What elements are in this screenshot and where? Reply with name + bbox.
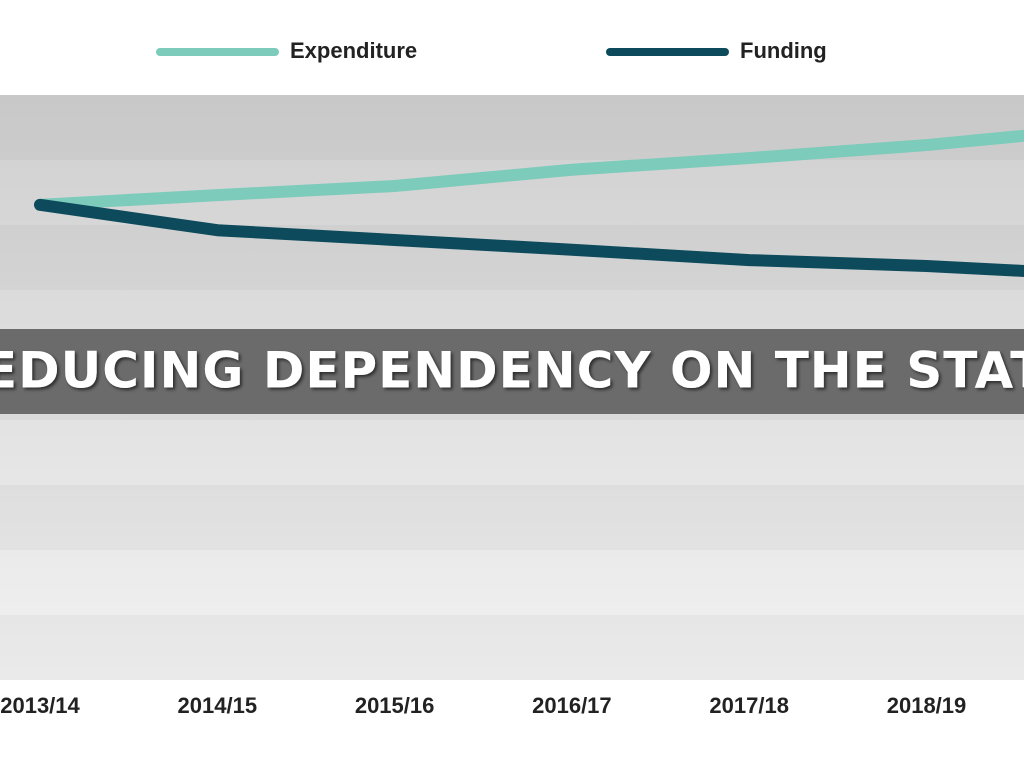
chart-title: REDUCING DEPENDENCY ON THE STATE xyxy=(0,342,1024,400)
x-tick-label: 2018/19 xyxy=(887,693,967,718)
legend-label: Funding xyxy=(740,38,827,63)
marks xyxy=(34,129,1024,277)
series-line xyxy=(34,129,1024,211)
stripe xyxy=(0,485,1024,550)
title-banner xyxy=(0,329,1024,414)
x-tick-label: 2014/15 xyxy=(178,693,258,718)
series-line xyxy=(34,198,1024,277)
x-tick-label: 2013/14 xyxy=(0,693,80,718)
x-tick-label: 2017/18 xyxy=(709,693,789,718)
x-tick-label: 2015/16 xyxy=(355,693,435,718)
legend-label: Expenditure xyxy=(290,38,417,63)
x-tick-label: 2016/17 xyxy=(532,693,612,718)
stripe xyxy=(0,615,1024,680)
stripe xyxy=(0,225,1024,290)
